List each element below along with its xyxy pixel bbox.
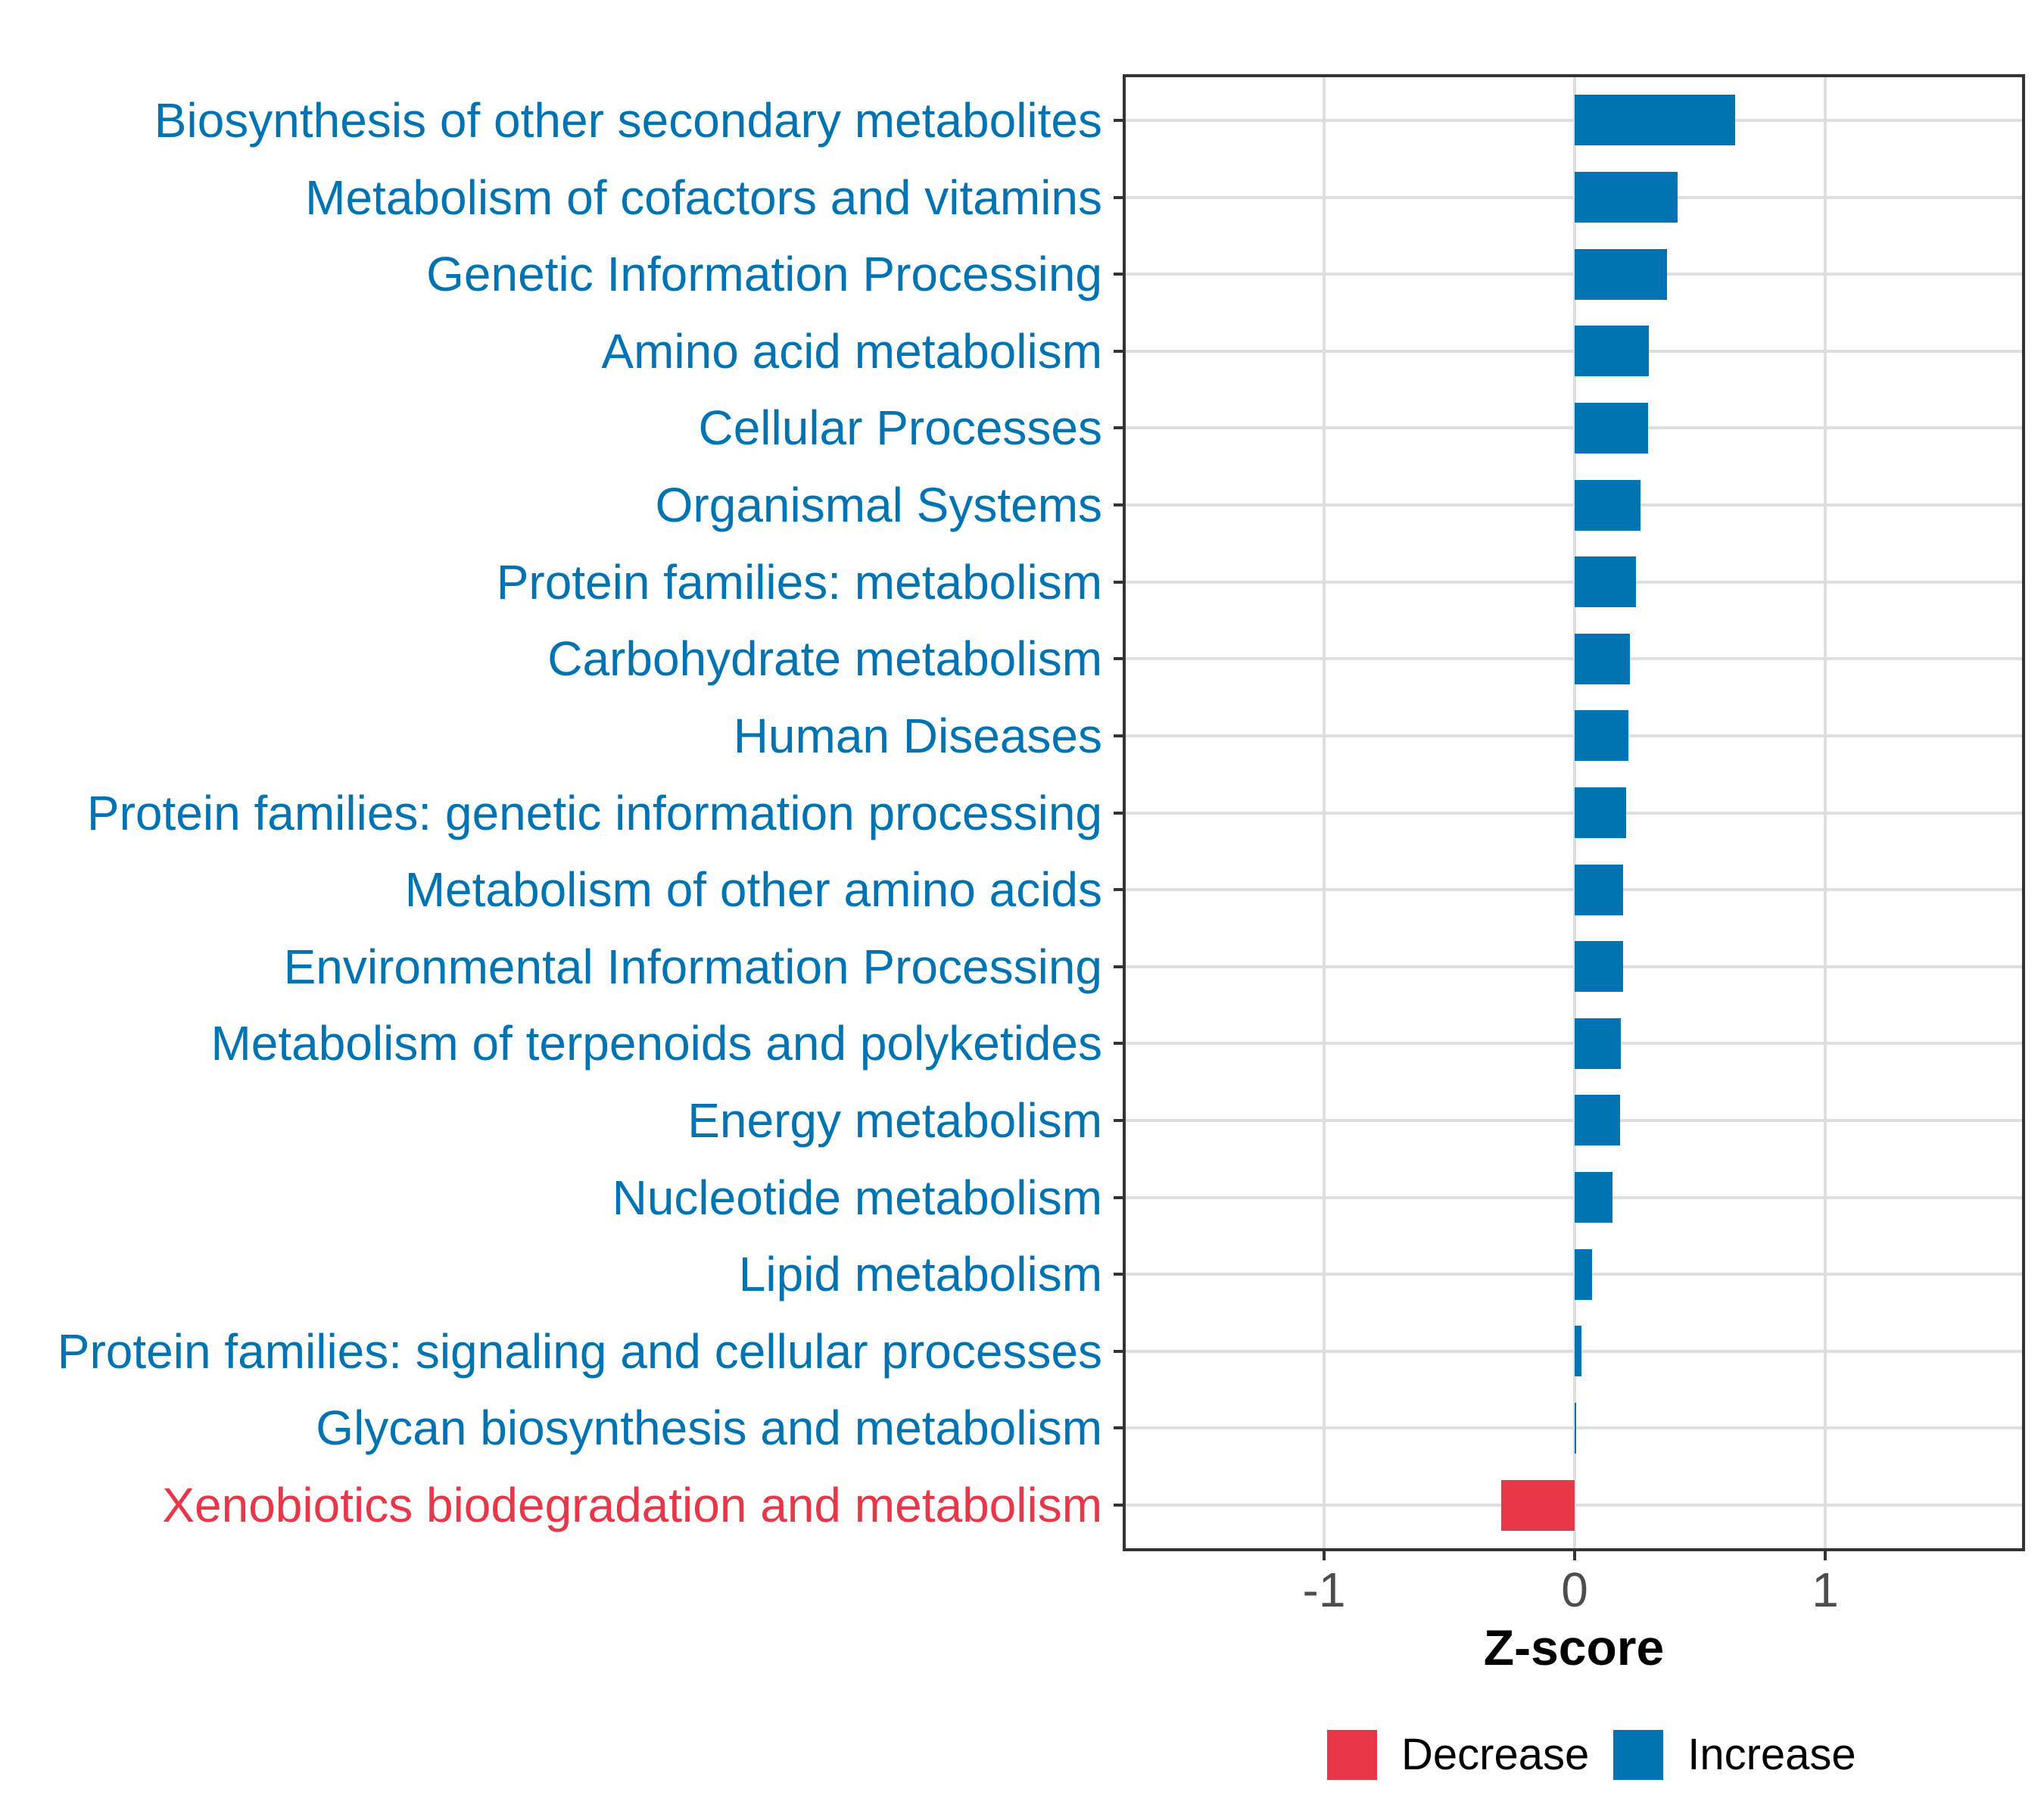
plot-panel [1123, 74, 2025, 1551]
bar-increase [1575, 1402, 1576, 1454]
y-axis-tick [1114, 1118, 1123, 1122]
y-axis-tick [1114, 503, 1123, 507]
bar-increase [1575, 248, 1668, 300]
bar-increase [1575, 1248, 1593, 1300]
bar-increase [1575, 95, 1735, 146]
category-label: Genetic Information Processing [426, 247, 1102, 302]
bar-increase [1575, 402, 1648, 453]
bar-increase [1575, 172, 1678, 223]
category-label: Metabolism of cofactors and vitamins [305, 170, 1102, 225]
y-axis-tick [1114, 657, 1123, 661]
y-axis-tick [1114, 118, 1123, 122]
y-axis-tick [1114, 1349, 1123, 1353]
legend: Decrease Increase [1327, 1730, 1856, 1780]
y-axis-tick [1114, 1504, 1123, 1507]
y-axis-tick [1114, 888, 1123, 892]
category-label: Metabolism of other amino acids [404, 862, 1102, 918]
category-label: Nucleotide metabolism [612, 1170, 1102, 1225]
category-label: Amino acid metabolism [601, 323, 1102, 379]
y-axis-tick [1114, 734, 1123, 737]
bar-increase [1575, 1018, 1622, 1069]
bar-increase [1575, 1326, 1581, 1377]
category-label: Glycan biosynthesis and metabolism [316, 1401, 1102, 1456]
bar-increase [1575, 326, 1649, 377]
legend-label-decrease: Decrease [1401, 1730, 1590, 1779]
y-axis-tick [1114, 580, 1123, 584]
y-axis-tick [1114, 273, 1123, 276]
bar-increase [1575, 941, 1623, 993]
x-axis-tick [1573, 1551, 1576, 1560]
category-label: Energy metabolism [687, 1092, 1102, 1148]
legend-label-increase: Increase [1687, 1730, 1856, 1779]
gridline-vertical [1824, 74, 1827, 1551]
bar-increase [1575, 479, 1641, 531]
category-label: Protein families: metabolism [496, 554, 1102, 609]
x-tick-label: 0 [1561, 1563, 1588, 1617]
y-axis-tick [1114, 195, 1123, 199]
y-axis-tick [1114, 965, 1123, 968]
x-axis-tick [1323, 1551, 1326, 1560]
y-axis-tick [1114, 811, 1123, 815]
y-axis-tick [1114, 1042, 1123, 1046]
bar-increase [1575, 633, 1630, 684]
gridline-vertical [1323, 74, 1326, 1551]
y-axis-tick [1114, 1195, 1123, 1199]
legend-swatch-increase [1613, 1730, 1664, 1780]
legend-swatch-decrease [1327, 1730, 1377, 1780]
legend-item-increase: Increase [1613, 1730, 1856, 1780]
category-label: Carbohydrate metabolism [547, 631, 1102, 687]
category-label: Lipid metabolism [738, 1247, 1102, 1302]
legend-item-decrease: Decrease [1327, 1730, 1589, 1780]
category-label: Xenobiotics biodegradation and metabolis… [162, 1478, 1102, 1533]
bar-increase [1575, 710, 1628, 762]
bar-increase [1575, 1095, 1620, 1146]
x-axis-title: Z-score [1483, 1619, 1665, 1675]
category-label: Organismal Systems [655, 478, 1102, 533]
category-label: Protein families: signaling and cellular… [57, 1323, 1102, 1379]
category-label: Cellular Processes [698, 400, 1102, 456]
x-tick-label: 1 [1812, 1563, 1839, 1617]
x-axis-tick [1824, 1551, 1827, 1560]
category-label: Protein families: genetic information pr… [86, 785, 1102, 840]
y-axis-tick [1114, 349, 1123, 353]
bar-increase [1575, 787, 1626, 838]
bar-increase [1575, 556, 1636, 608]
bar-decrease [1501, 1479, 1575, 1531]
x-tick-label: -1 [1302, 1563, 1346, 1617]
category-label: Human Diseases [733, 708, 1102, 763]
y-axis-tick [1114, 1426, 1123, 1430]
category-label: Environmental Information Processing [283, 939, 1102, 994]
category-label: Metabolism of terpenoids and polyketides [210, 1016, 1102, 1071]
bar-increase [1575, 864, 1623, 915]
y-axis-tick [1114, 1273, 1123, 1276]
bar-increase [1575, 1172, 1612, 1223]
category-label: Biosynthesis of other secondary metaboli… [154, 92, 1102, 148]
y-axis-tick [1114, 426, 1123, 430]
